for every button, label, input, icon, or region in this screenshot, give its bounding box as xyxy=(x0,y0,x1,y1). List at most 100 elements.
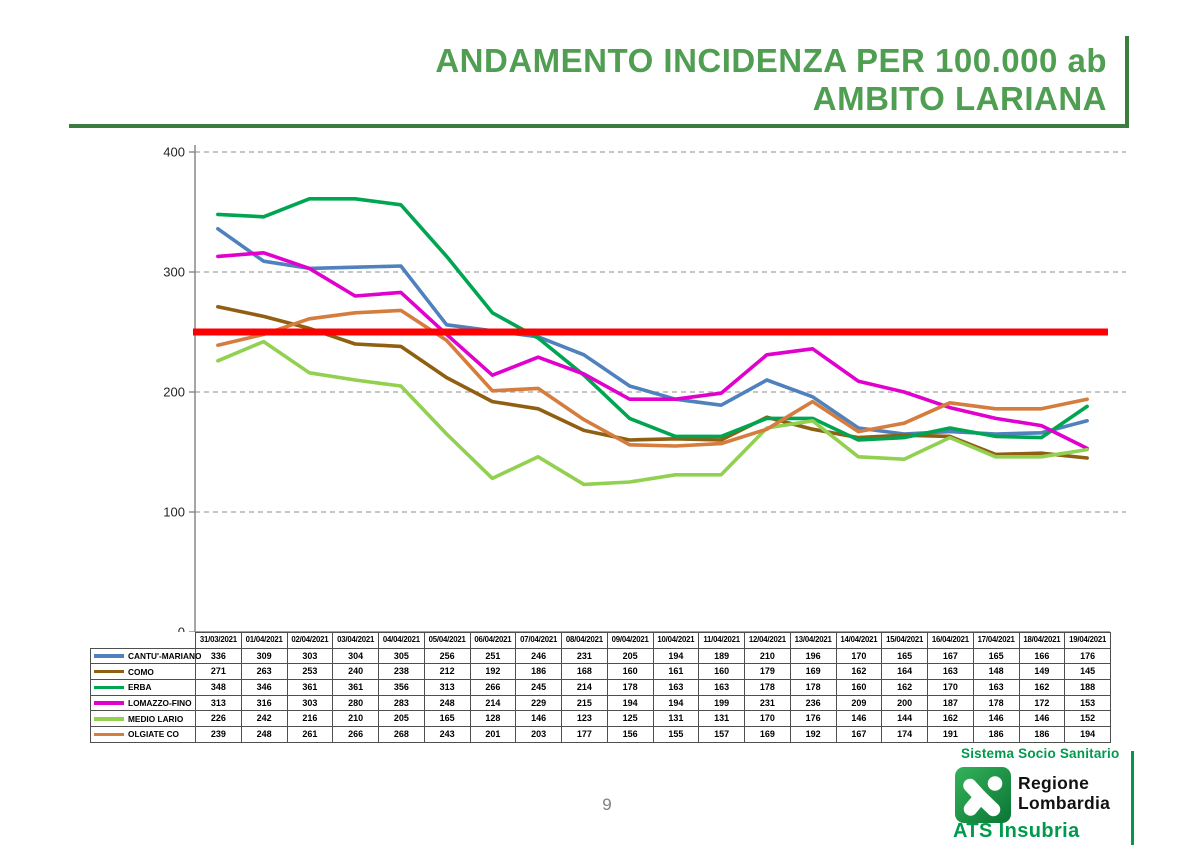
value-cell: 192 xyxy=(469,663,517,681)
legend-swatch xyxy=(94,685,124,690)
value-cell: 162 xyxy=(1018,679,1066,696)
value-cell: 231 xyxy=(561,647,608,665)
legend-label: OLGIATE CO xyxy=(128,729,180,740)
series-line-medio-lario xyxy=(216,339,1089,487)
value-cell: 170 xyxy=(744,710,791,728)
value-cell: 238 xyxy=(378,663,425,681)
legend-cell: ERBA xyxy=(90,679,196,696)
value-cell: 251 xyxy=(469,647,517,665)
regione-lombardia-label: Regione Lombardia xyxy=(1018,773,1110,813)
value-cell: 210 xyxy=(332,710,379,728)
date-header-cell: 11/04/2021 xyxy=(698,632,745,649)
value-cell: 148 xyxy=(972,663,1020,681)
value-cell: 162 xyxy=(881,679,928,696)
value-cell: 146 xyxy=(515,710,562,728)
table-row: ERBA 348 346 361 361 356 313 266 245 214 178 163 163… xyxy=(90,679,1111,696)
legend-swatch xyxy=(94,701,124,705)
value-cell: 187 xyxy=(927,694,974,712)
value-cell: 144 xyxy=(881,710,928,728)
legend-swatch xyxy=(94,654,124,658)
value-cell: 212 xyxy=(423,663,471,681)
legend-corner-cell xyxy=(91,633,196,649)
value-cell: 226 xyxy=(195,710,242,728)
value-cell: 167 xyxy=(835,726,883,743)
incidence-line-chart: 0100200300400 xyxy=(163,145,1126,640)
table-row: MEDIO LARIO 226 242 216 210 205 165 128 146 123 12… xyxy=(90,710,1111,728)
date-header-cell: 06/04/2021 xyxy=(469,632,517,649)
regione-lombardia-logo-icon xyxy=(955,767,1011,823)
legend-cell: COMO xyxy=(90,663,196,681)
regione-line-1: Regione xyxy=(1018,773,1090,793)
date-header-cell: 01/04/2021 xyxy=(240,632,288,649)
value-cell: 155 xyxy=(652,726,700,743)
value-cell: 194 xyxy=(606,694,654,712)
legend-cell: LOMAZZO-FINO xyxy=(90,694,196,712)
value-cell: 163 xyxy=(698,679,745,696)
series-line-erba xyxy=(216,197,1089,442)
legend-cell: CANTU'-MARIANO xyxy=(90,647,201,665)
date-header-cell: 05/04/2021 xyxy=(423,632,471,649)
value-cell: 268 xyxy=(378,726,425,743)
data-table: 31/03/2021 01/04/2021 02/04/2021 03/04/2021… xyxy=(90,632,1111,743)
date-header-cell: 13/04/2021 xyxy=(789,632,837,649)
value-cell: 165 xyxy=(881,647,928,665)
value-cell: 177 xyxy=(561,726,608,743)
value-cell: 348 xyxy=(195,679,242,696)
value-cell: 146 xyxy=(1018,710,1066,728)
value-cell: 167 xyxy=(927,647,974,665)
value-cell: 125 xyxy=(606,710,654,728)
value-cell: 179 xyxy=(744,663,791,681)
legend-label: COMO xyxy=(128,666,154,677)
value-cell: 246 xyxy=(515,647,562,665)
value-cell: 280 xyxy=(332,694,379,712)
value-cell: 128 xyxy=(469,710,517,728)
value-cell: 123 xyxy=(561,710,608,728)
value-cell: 313 xyxy=(195,694,242,712)
date-header-cell: 12/04/2021 xyxy=(744,632,791,649)
value-cell: 283 xyxy=(378,694,425,712)
value-cell: 240 xyxy=(332,663,379,681)
date-header-cell: 14/04/2021 xyxy=(835,632,883,649)
value-cell: 186 xyxy=(972,726,1020,743)
title-underline xyxy=(69,124,1129,128)
value-cell: 242 xyxy=(240,710,288,728)
value-cell: 243 xyxy=(423,726,471,743)
y-tick-label: 400 xyxy=(163,145,185,160)
value-cell: 361 xyxy=(332,679,379,696)
page-number: 9 xyxy=(602,795,612,814)
date-header-cell: 15/04/2021 xyxy=(881,632,928,649)
y-tick-label: 300 xyxy=(163,265,185,280)
value-cell: 188 xyxy=(1064,679,1111,696)
value-cell: 214 xyxy=(469,694,517,712)
value-cell: 163 xyxy=(927,663,974,681)
ats-insubria-label: ATS Insubria xyxy=(953,820,1080,842)
value-cell: 160 xyxy=(606,663,654,681)
value-cell: 168 xyxy=(561,663,608,681)
legend-swatch xyxy=(94,732,124,737)
value-cell: 205 xyxy=(378,710,425,728)
value-cell: 194 xyxy=(652,694,700,712)
value-cell: 162 xyxy=(835,663,883,681)
value-cell: 131 xyxy=(698,710,745,728)
date-header-cell: 19/04/2021 xyxy=(1064,632,1111,649)
value-cell: 176 xyxy=(789,710,837,728)
date-header-cell: 18/04/2021 xyxy=(1018,632,1066,649)
value-cell: 131 xyxy=(652,710,700,728)
legend-label: MEDIO LARIO xyxy=(128,713,184,724)
value-cell: 156 xyxy=(606,726,654,743)
legend-label: ERBA xyxy=(128,682,152,693)
value-cell: 178 xyxy=(789,679,837,696)
value-cell: 356 xyxy=(378,679,425,696)
value-cell: 253 xyxy=(286,663,334,681)
value-cell: 236 xyxy=(789,694,837,712)
value-cell: 160 xyxy=(698,663,745,681)
value-cell: 157 xyxy=(698,726,745,743)
value-cell: 196 xyxy=(789,647,837,665)
value-cell: 214 xyxy=(561,679,608,696)
footer-divider xyxy=(1131,751,1134,845)
value-cell: 216 xyxy=(286,710,334,728)
date-header-cell: 31/03/2021 xyxy=(195,632,242,649)
value-cell: 215 xyxy=(561,694,608,712)
legend-cell: MEDIO LARIO xyxy=(90,710,196,728)
